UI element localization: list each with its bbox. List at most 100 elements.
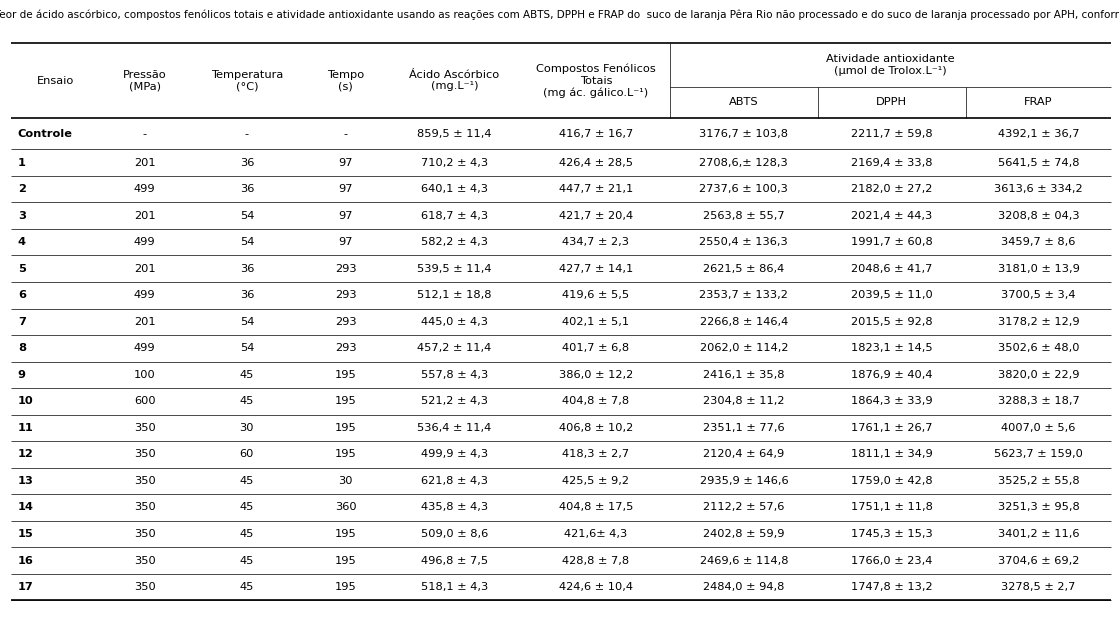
Text: 4: 4 (18, 237, 26, 247)
Text: 195: 195 (335, 582, 357, 592)
Text: -: - (344, 129, 348, 139)
Text: 499: 499 (134, 343, 156, 353)
Text: 3401,2 ± 11,6: 3401,2 ± 11,6 (998, 529, 1079, 539)
Text: 350: 350 (134, 555, 156, 565)
Text: 2484,0 ± 94,8: 2484,0 ± 94,8 (703, 582, 784, 592)
Text: 36: 36 (239, 290, 254, 300)
Text: 426,4 ± 28,5: 426,4 ± 28,5 (558, 158, 633, 168)
Text: 1766,0 ± 23,4: 1766,0 ± 23,4 (852, 555, 932, 565)
Text: 1751,1 ± 11,8: 1751,1 ± 11,8 (850, 502, 933, 512)
Text: 2211,7 ± 59,8: 2211,7 ± 59,8 (852, 129, 932, 139)
Text: FRAP: FRAP (1024, 97, 1053, 107)
Text: 582,2 ± 4,3: 582,2 ± 4,3 (421, 237, 488, 247)
Text: 195: 195 (335, 555, 357, 565)
Text: Temperatura
(°C): Temperatura (°C) (210, 70, 283, 92)
Text: 499,9 ± 4,3: 499,9 ± 4,3 (421, 449, 488, 459)
Text: 499: 499 (134, 290, 156, 300)
Text: 2351,1 ± 77,6: 2351,1 ± 77,6 (703, 423, 784, 433)
Text: 350: 350 (134, 449, 156, 459)
Text: 201: 201 (134, 317, 156, 327)
Text: 36: 36 (239, 184, 254, 194)
Text: 293: 293 (335, 317, 357, 327)
Text: 201: 201 (134, 158, 156, 168)
Text: 195: 195 (335, 449, 357, 459)
Text: 60: 60 (239, 449, 254, 459)
Text: ABTS: ABTS (730, 97, 759, 107)
Text: 416,7 ± 16,7: 416,7 ± 16,7 (558, 129, 633, 139)
Text: 539,5 ± 11,4: 539,5 ± 11,4 (417, 264, 491, 274)
Text: 6: 6 (18, 290, 26, 300)
Text: 2182,0 ± 27,2: 2182,0 ± 27,2 (852, 184, 932, 194)
Text: 2112,2 ± 57,6: 2112,2 ± 57,6 (703, 502, 784, 512)
Text: 12: 12 (18, 449, 34, 459)
Text: 2402,8 ± 59,9: 2402,8 ± 59,9 (703, 529, 784, 539)
Text: 3459,7 ± 8,6: 3459,7 ± 8,6 (1002, 237, 1075, 247)
Text: 195: 195 (335, 370, 357, 380)
Text: 54: 54 (239, 343, 254, 353)
Text: 710,2 ± 4,3: 710,2 ± 4,3 (421, 158, 488, 168)
Text: 3: 3 (18, 211, 26, 221)
Text: 201: 201 (134, 264, 156, 274)
Text: Atividade antioxidante
(μmol de Trolox.L⁻¹): Atividade antioxidante (μmol de Trolox.L… (826, 54, 955, 76)
Text: 30: 30 (239, 423, 254, 433)
Text: 8: 8 (18, 343, 26, 353)
Text: 1991,7 ± 60,8: 1991,7 ± 60,8 (850, 237, 933, 247)
Text: 3181,0 ± 13,9: 3181,0 ± 13,9 (997, 264, 1080, 274)
Text: 404,8 ± 17,5: 404,8 ± 17,5 (558, 502, 633, 512)
Text: 36: 36 (239, 158, 254, 168)
Text: 859,5 ± 11,4: 859,5 ± 11,4 (417, 129, 491, 139)
Text: 557,8 ± 4,3: 557,8 ± 4,3 (421, 370, 488, 380)
Text: 5: 5 (18, 264, 26, 274)
Text: 435,8 ± 4,3: 435,8 ± 4,3 (421, 502, 488, 512)
Text: 1876,9 ± 40,4: 1876,9 ± 40,4 (852, 370, 932, 380)
Text: 1745,3 ± 15,3: 1745,3 ± 15,3 (850, 529, 933, 539)
Text: 2021,4 ± 44,3: 2021,4 ± 44,3 (852, 211, 932, 221)
Text: 421,7 ± 20,4: 421,7 ± 20,4 (558, 211, 633, 221)
Text: 97: 97 (338, 158, 352, 168)
Text: Tempo
(s): Tempo (s) (327, 70, 365, 92)
Text: 2039,5 ± 11,0: 2039,5 ± 11,0 (850, 290, 933, 300)
Text: Compostos Fenólicos
Totais
(mg ác. gálico.L⁻¹): Compostos Fenólicos Totais (mg ác. gálic… (536, 64, 656, 98)
Text: 4392,1 ± 36,7: 4392,1 ± 36,7 (998, 129, 1079, 139)
Text: 195: 195 (335, 423, 357, 433)
Text: 45: 45 (239, 582, 254, 592)
Text: 1864,3 ± 33,9: 1864,3 ± 33,9 (852, 396, 932, 406)
Text: 17: 17 (18, 582, 34, 592)
Text: 425,5 ± 9,2: 425,5 ± 9,2 (563, 476, 629, 486)
Text: 54: 54 (239, 211, 254, 221)
Text: 3704,6 ± 69,2: 3704,6 ± 69,2 (998, 555, 1079, 565)
Text: -: - (245, 129, 248, 139)
Text: 2563,8 ± 55,7: 2563,8 ± 55,7 (703, 211, 784, 221)
Text: 2304,8 ± 11,2: 2304,8 ± 11,2 (703, 396, 784, 406)
Text: 293: 293 (335, 264, 357, 274)
Text: DPPH: DPPH (876, 97, 908, 107)
Text: 4007,0 ± 5,6: 4007,0 ± 5,6 (1002, 423, 1075, 433)
Text: 45: 45 (239, 529, 254, 539)
Text: 496,8 ± 7,5: 496,8 ± 7,5 (421, 555, 488, 565)
Text: 1823,1 ± 14,5: 1823,1 ± 14,5 (852, 343, 932, 353)
Text: 15: 15 (18, 529, 34, 539)
Text: 404,8 ± 7,8: 404,8 ± 7,8 (563, 396, 629, 406)
Text: 350: 350 (134, 502, 156, 512)
Text: 45: 45 (239, 502, 254, 512)
Text: 350: 350 (134, 423, 156, 433)
Text: 2416,1 ± 35,8: 2416,1 ± 35,8 (703, 370, 784, 380)
Text: Pressão
(MPa): Pressão (MPa) (123, 70, 167, 92)
Text: 3251,3 ± 95,8: 3251,3 ± 95,8 (998, 502, 1080, 512)
Text: 509,0 ± 8,6: 509,0 ± 8,6 (421, 529, 488, 539)
Text: 2120,4 ± 64,9: 2120,4 ± 64,9 (703, 449, 784, 459)
Text: 3178,2 ± 12,9: 3178,2 ± 12,9 (998, 317, 1080, 327)
Text: 386,0 ± 12,2: 386,0 ± 12,2 (558, 370, 633, 380)
Text: 97: 97 (338, 237, 352, 247)
Text: 45: 45 (239, 396, 254, 406)
Text: 421,6± 4,3: 421,6± 4,3 (564, 529, 628, 539)
Text: 293: 293 (335, 290, 357, 300)
Text: 2266,8 ± 146,4: 2266,8 ± 146,4 (699, 317, 788, 327)
Text: 350: 350 (134, 582, 156, 592)
Text: 2737,6 ± 100,3: 2737,6 ± 100,3 (699, 184, 788, 194)
Text: 360: 360 (335, 502, 357, 512)
Text: 13: 13 (18, 476, 34, 486)
Text: 499: 499 (134, 237, 156, 247)
Text: 3525,2 ± 55,8: 3525,2 ± 55,8 (998, 476, 1080, 486)
Text: 1759,0 ± 42,8: 1759,0 ± 42,8 (852, 476, 932, 486)
